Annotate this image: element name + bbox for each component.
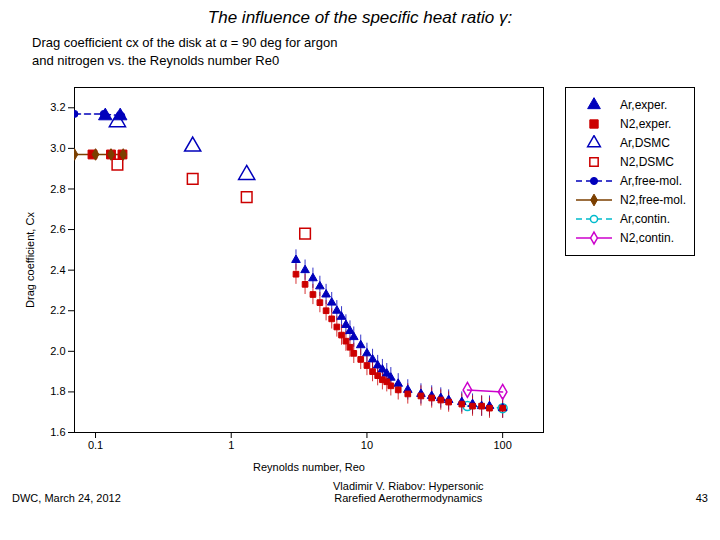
html-text:The influence of the specific: The influence of the specific heat ratio… xyxy=(207,8,513,27)
html-text:Ar,contin.: Ar,contin. xyxy=(620,212,670,227)
html-text:N2,contin.: N2,contin. xyxy=(620,231,674,246)
html-text:Ar,free-mol.: Ar,free-mol. xyxy=(620,174,682,189)
svg-text:3.2: 3.2 xyxy=(50,101,65,113)
html-text:Ar,exper.: Ar,exper. xyxy=(620,98,668,113)
svg-text:Drag coefficient, Cx: Drag coefficient, Cx xyxy=(24,212,36,308)
html-text:Vladimir V. Riabov: Hypersonic: Vladimir V. Riabov: Hypersonic Rarefied … xyxy=(333,480,484,505)
svg-text:2.8: 2.8 xyxy=(50,183,65,195)
html-text:N2,DSMC: N2,DSMC xyxy=(620,155,674,170)
html-text:Drag coefficient cx of the dis: Drag coefficient cx of the disk at α = 9… xyxy=(32,35,338,68)
svg-text:100: 100 xyxy=(493,439,511,451)
svg-text:0.1: 0.1 xyxy=(88,439,103,451)
svg-text:1: 1 xyxy=(228,439,234,451)
svg-text:2.0: 2.0 xyxy=(50,345,65,357)
svg-text:10: 10 xyxy=(361,439,373,451)
svg-text:2.4: 2.4 xyxy=(50,264,65,276)
html-text:N2,exper.: N2,exper. xyxy=(620,117,672,132)
html-text:DWC, March 24, 2012: DWC, March 24, 2012 xyxy=(12,492,121,505)
svg-text:1.6: 1.6 xyxy=(50,426,65,438)
svg-text:1.8: 1.8 xyxy=(50,386,65,398)
svg-text:Reynolds number, Reo: Reynolds number, Reo xyxy=(253,461,365,473)
html-text:N2,free-mol.: N2,free-mol. xyxy=(620,193,686,208)
svg-text:3.0: 3.0 xyxy=(50,142,65,154)
svg-text:2.6: 2.6 xyxy=(50,223,65,235)
svg-text:2.2: 2.2 xyxy=(50,304,65,316)
html-text:43: 43 xyxy=(695,492,708,505)
html-text:Ar,DSMC: Ar,DSMC xyxy=(620,136,670,151)
